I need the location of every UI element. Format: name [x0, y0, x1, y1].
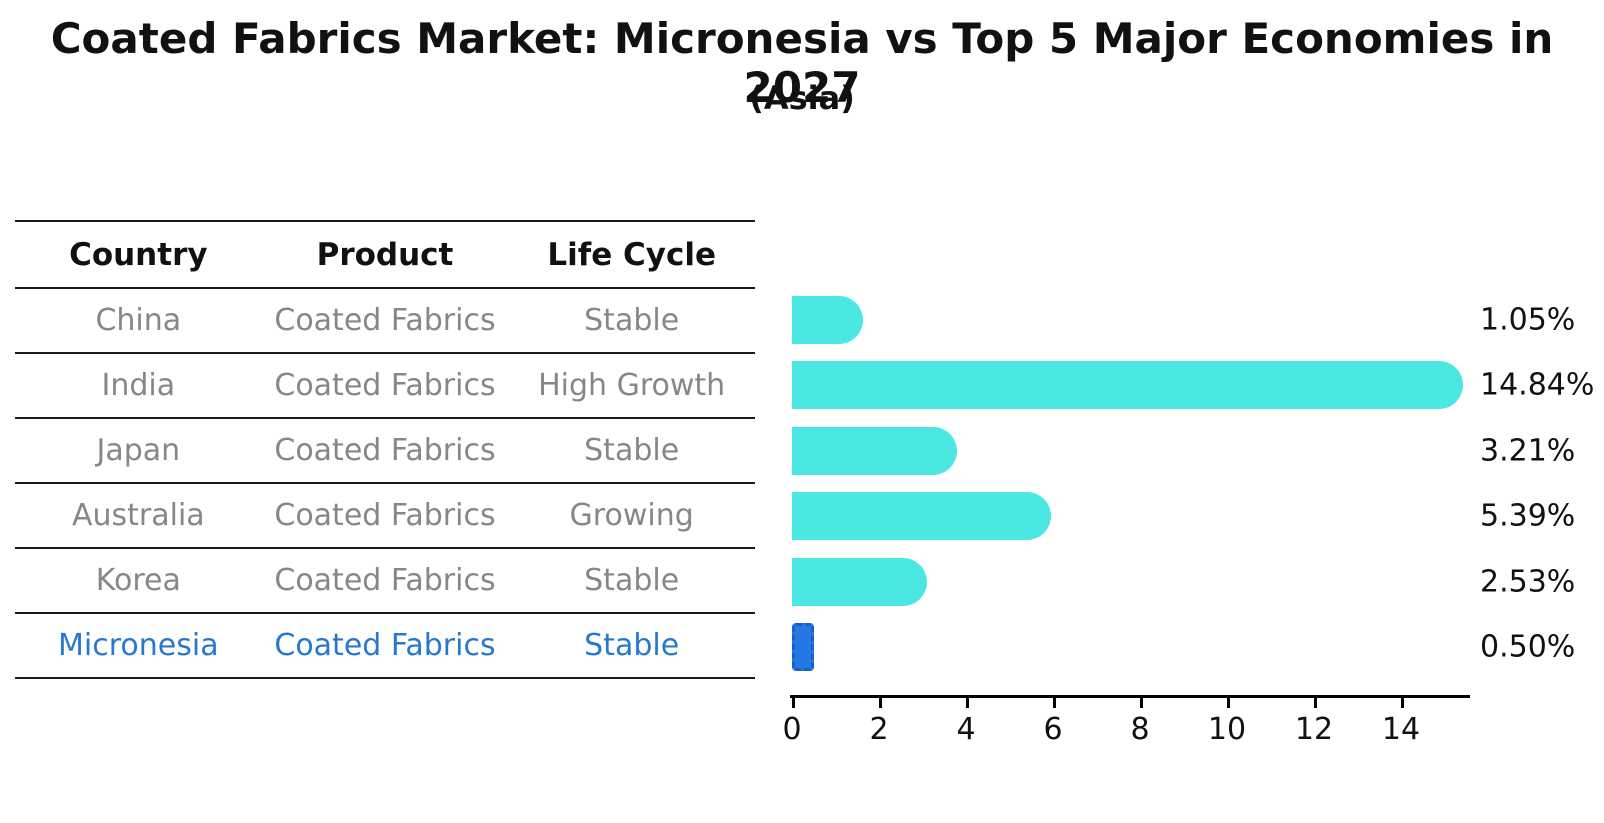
table-cell-country: India — [101, 368, 176, 403]
bar-korea — [792, 558, 927, 606]
x-tick-mark-12 — [1314, 698, 1317, 708]
x-tick-label-4: 4 — [956, 712, 976, 747]
table-header-product: Product — [316, 236, 454, 273]
table-cell-country: Korea — [95, 563, 181, 598]
value-label-australia: 5.39% — [1480, 498, 1576, 534]
table-header-life-cycle: Life Cycle — [547, 236, 716, 273]
bar-china — [792, 296, 863, 344]
x-tick-mark-10 — [1227, 698, 1230, 708]
table-row-korea: Korea Coated Fabrics Stable — [15, 549, 755, 614]
bar-india — [792, 361, 1463, 409]
x-tick-label-0: 0 — [782, 712, 802, 747]
x-tick-mark-14 — [1401, 698, 1404, 708]
value-label-india: 14.84% — [1480, 367, 1595, 403]
table-row-micronesia: Micronesia Coated Fabrics Stable — [15, 614, 755, 679]
x-axis-line — [790, 695, 1470, 698]
x-tick-mark-0 — [792, 698, 795, 708]
value-label-japan: 3.21% — [1480, 433, 1576, 469]
table-cell-life-cycle: Stable — [584, 628, 680, 663]
chart-subtitle: (Asia) — [749, 79, 855, 117]
value-label-china: 1.05% — [1480, 302, 1576, 338]
table-row-china: China Coated Fabrics Stable — [15, 289, 755, 354]
table-cell-life-cycle: High Growth — [538, 368, 726, 403]
x-tick-label-14: 14 — [1381, 712, 1421, 747]
bar-japan — [792, 427, 957, 475]
table-row-india: India Coated Fabrics High Growth — [15, 354, 755, 419]
table-cell-product: Coated Fabrics — [274, 563, 496, 598]
table-cell-product: Coated Fabrics — [274, 433, 496, 468]
table-cell-country: China — [95, 303, 182, 338]
value-label-micronesia: 0.50% — [1480, 629, 1576, 665]
table-cell-life-cycle: Growing — [569, 498, 694, 533]
chart-title: Coated Fabrics Market: Micronesia vs Top… — [50, 14, 1554, 112]
table-cell-product: Coated Fabrics — [274, 368, 496, 403]
table-row-australia: Australia Coated Fabrics Growing — [15, 484, 755, 549]
value-label-korea: 2.53% — [1480, 564, 1576, 600]
table-cell-life-cycle: Stable — [584, 563, 680, 598]
country-table: Country Product Life Cycle China Coated Fab… — [15, 220, 755, 679]
table-header-country: Country — [69, 236, 208, 273]
x-tick-label-10: 10 — [1207, 712, 1247, 747]
table-cell-product: Coated Fabrics — [274, 303, 496, 338]
bar-australia — [792, 492, 1051, 540]
x-tick-label-6: 6 — [1043, 712, 1063, 747]
x-tick-mark-4 — [966, 698, 969, 708]
table-cell-life-cycle: Stable — [584, 433, 680, 468]
x-tick-label-12: 12 — [1294, 712, 1334, 747]
table-cell-country: Australia — [71, 498, 205, 533]
table-cell-product: Coated Fabrics — [274, 498, 496, 533]
x-tick-mark-8 — [1140, 698, 1143, 708]
table-row-japan: Japan Coated Fabrics Stable — [15, 419, 755, 484]
x-tick-mark-6 — [1053, 698, 1056, 708]
x-tick-label-8: 8 — [1130, 712, 1150, 747]
table-header-row: Country Product Life Cycle — [15, 222, 755, 289]
table-body: China Coated Fabrics Stable India Coated Fab… — [15, 289, 755, 679]
table-cell-country: Japan — [96, 433, 181, 468]
table-cell-life-cycle: Stable — [584, 303, 680, 338]
x-tick-mark-2 — [879, 698, 882, 708]
table-cell-country: Micronesia — [58, 628, 219, 663]
bar-micronesia — [792, 623, 814, 671]
table-cell-product: Coated Fabrics — [274, 628, 496, 663]
x-tick-label-2: 2 — [869, 712, 889, 747]
